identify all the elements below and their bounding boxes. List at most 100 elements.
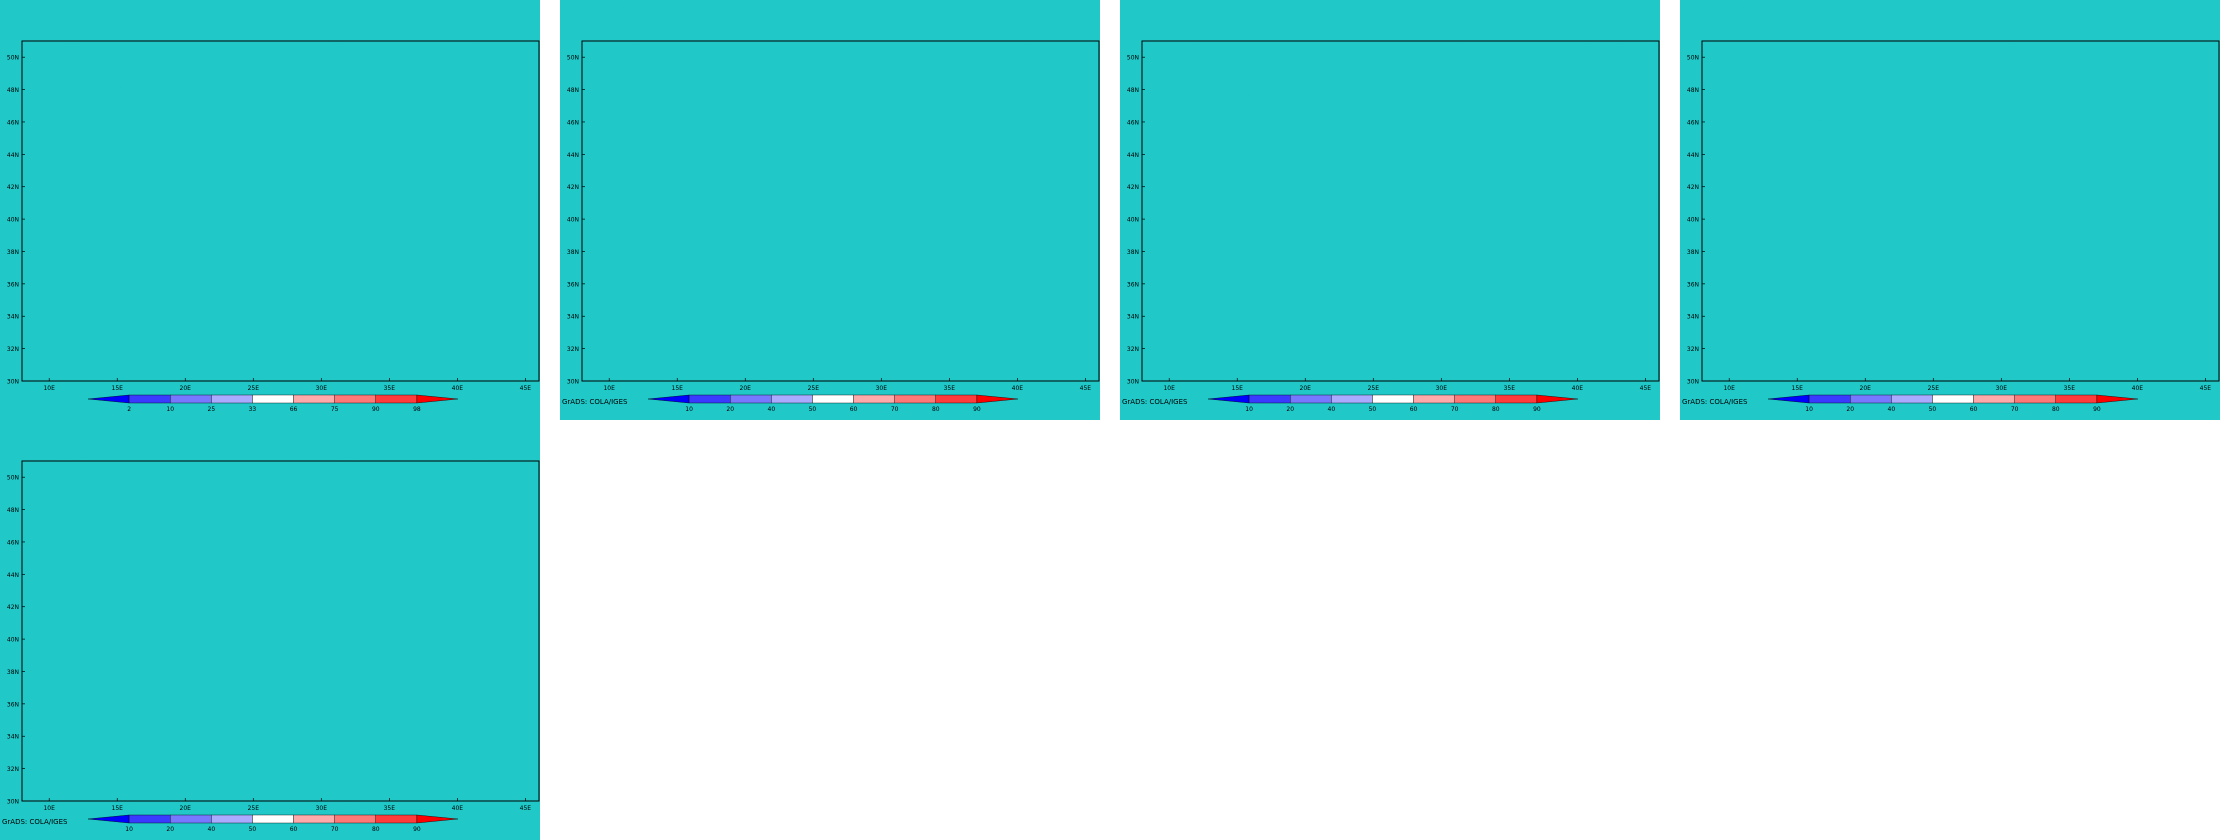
lat-tick-label: 30N: [1687, 379, 1699, 386]
lon-tick-label: 30E: [1436, 385, 1448, 392]
lat-tick-label: 34N: [7, 314, 19, 321]
lat-tick-label: 32N: [567, 346, 579, 353]
grads-credit: GrADS: COLA/IGES: [2, 818, 68, 826]
lon-tick-label: 10E: [603, 385, 615, 392]
colorbar-swatch: [2096, 394, 2139, 404]
colorbar-label: 90: [413, 826, 421, 833]
lat-tick-label: 30N: [7, 379, 19, 386]
grads-credit: GrADS: COLA/IGES: [562, 398, 628, 406]
lat-tick-label: 44N: [1127, 152, 1139, 159]
lon-tick-label: 45E: [1080, 385, 1092, 392]
colorbar-label: 50: [1369, 406, 1377, 413]
colorbar-label: 90: [1533, 406, 1541, 413]
colorbar-label: 10: [685, 406, 693, 413]
colorbar-swatch: [252, 814, 294, 824]
colorbar-swatch: [293, 394, 335, 404]
lon-tick-label: 10E: [43, 805, 55, 812]
lon-tick-label: 25E: [248, 385, 260, 392]
colorbar-swatch: [252, 394, 294, 404]
colorbar-swatch: [976, 394, 1019, 404]
lon-tick-label: 15E: [1792, 385, 1804, 392]
lon-tick-label: 25E: [1368, 385, 1380, 392]
colorbar-swatch: [170, 394, 212, 404]
colorbar-swatch: [771, 394, 813, 404]
lon-tick-label: 35E: [1504, 385, 1516, 392]
lat-tick-label: 40N: [7, 217, 19, 224]
lat-tick-label: 48N: [1127, 87, 1139, 94]
lat-tick-label: 34N: [7, 734, 19, 741]
colorbar-label: 25: [208, 406, 216, 413]
lon-tick-label: 10E: [1163, 385, 1175, 392]
colorbar-label: 60: [850, 406, 858, 413]
colorbar-label: 80: [932, 406, 940, 413]
lon-tick-label: 30E: [316, 805, 328, 812]
colorbar-label: 70: [891, 406, 899, 413]
lon-tick-label: 15E: [112, 385, 124, 392]
lat-tick-label: 40N: [7, 637, 19, 644]
lat-tick-label: 30N: [7, 799, 19, 806]
lon-tick-label: 40E: [452, 805, 464, 812]
lat-tick-label: 44N: [7, 152, 19, 159]
colorbar-swatch: [293, 814, 335, 824]
colorbar-swatch: [1372, 394, 1414, 404]
lat-tick-label: 40N: [1687, 217, 1699, 224]
lat-tick-label: 38N: [1687, 249, 1699, 256]
lat-tick-label: 50N: [1687, 55, 1699, 62]
lon-tick-label: 25E: [808, 385, 820, 392]
colorbar-swatch: [730, 394, 772, 404]
lat-tick-label: 42N: [1127, 184, 1139, 191]
colorbar-swatch: [688, 394, 731, 404]
lat-tick-label: 40N: [567, 217, 579, 224]
colorbar-label: 90: [2093, 406, 2101, 413]
colorbar-swatch: [1331, 394, 1373, 404]
colorbar-label: 20: [166, 826, 174, 833]
lat-tick-label: 46N: [1127, 119, 1139, 126]
colorbar-swatch: [2014, 394, 2056, 404]
colorbar-swatch: [2055, 394, 2098, 404]
colorbar-label: 20: [1846, 406, 1854, 413]
lat-tick-label: 36N: [567, 281, 579, 288]
lat-tick-label: 44N: [7, 572, 19, 579]
lat-tick-label: 46N: [7, 119, 19, 126]
lat-tick-label: 42N: [7, 604, 19, 611]
lon-tick-label: 45E: [520, 805, 532, 812]
colorbar-swatch: [1495, 394, 1538, 404]
lat-tick-label: 36N: [7, 701, 19, 708]
colorbar-swatch: [935, 394, 978, 404]
precip-map: 30N 32N 34N 36N 38N 40N 42N 44N 46N 48N 50N 10E 15E 2…: [560, 0, 1100, 420]
lon-tick-label: 10E: [1723, 385, 1735, 392]
colorbar-label: 50: [1929, 406, 1937, 413]
colorbar-label: 90: [372, 406, 380, 413]
lon-tick-label: 15E: [1232, 385, 1244, 392]
colorbar-label: 50: [809, 406, 817, 413]
colorbar-swatch: [1454, 394, 1496, 404]
map-panel: Observation: GPCCMonthly Precipitation P…: [0, 0, 540, 420]
colorbar-swatch: [334, 814, 376, 824]
lat-tick-label: 50N: [1127, 55, 1139, 62]
lat-tick-label: 46N: [567, 119, 579, 126]
lon-tick-label: 35E: [2064, 385, 2076, 392]
colorbar-swatch: [375, 814, 418, 824]
precip-map: 30N 32N 34N 36N 38N 40N 42N 44N 46N 48N 50N 10E 15E 2…: [1120, 0, 1660, 420]
lon-tick-label: 35E: [944, 385, 956, 392]
colorbar-swatch: [416, 394, 459, 404]
lat-tick-label: 34N: [1127, 314, 1139, 321]
lat-tick-label: 30N: [567, 379, 579, 386]
map-frame: [21, 460, 540, 802]
map-panel: ECMWFsf s3: Probability (Lower Terc<Pcpn…: [1680, 0, 2220, 420]
colorbar-swatch: [1536, 394, 1579, 404]
colorbar-swatch: [1248, 394, 1291, 404]
map-panel: ECMWFsf s3: Probability (Lower Terc<Pcpn…: [1120, 0, 1660, 420]
colorbar-swatch: [211, 814, 253, 824]
lon-tick-label: 30E: [316, 385, 328, 392]
colorbar-label: 60: [1970, 406, 1978, 413]
colorbar-label: 20: [1286, 406, 1294, 413]
lat-tick-label: 30N: [1127, 379, 1139, 386]
lon-tick-label: 20E: [180, 805, 192, 812]
lat-tick-label: 44N: [1687, 152, 1699, 159]
lat-tick-label: 42N: [567, 184, 579, 191]
lat-tick-label: 48N: [1687, 87, 1699, 94]
lon-tick-label: 10E: [43, 385, 55, 392]
lon-tick-label: 45E: [520, 385, 532, 392]
colorbar-label: 70: [1451, 406, 1459, 413]
